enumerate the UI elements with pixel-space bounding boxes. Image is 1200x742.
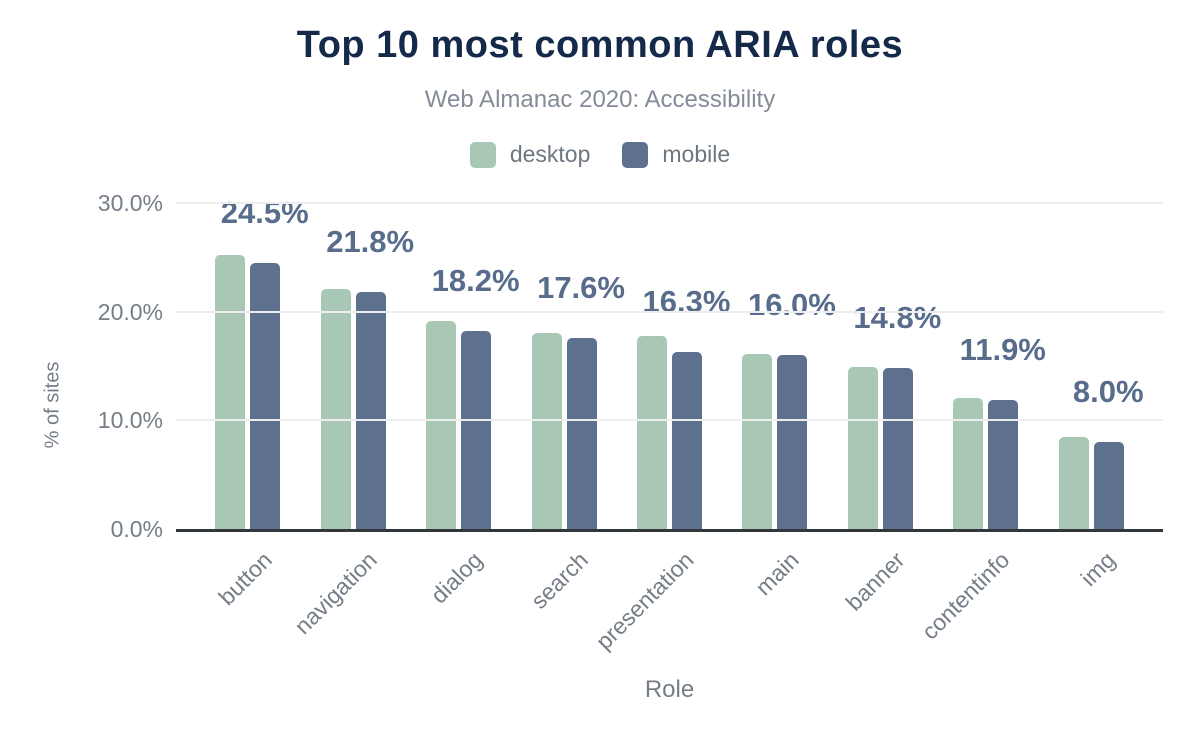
bar-desktop-dialog bbox=[426, 321, 457, 529]
x-tick-label-main: main bbox=[750, 546, 804, 601]
legend-label: desktop bbox=[509, 141, 591, 167]
bar-group-presentation: 16.3% presentation bbox=[591, 203, 731, 655]
chart-title: Top 10 most common ARIA roles bbox=[296, 24, 904, 66]
bar-group-navigation: 21.8% navigation bbox=[290, 203, 415, 639]
bar-mobile-button bbox=[250, 262, 281, 529]
bar-desktop-contentinfo bbox=[953, 397, 984, 529]
y-tick-label: 0.0% bbox=[110, 516, 163, 542]
gridline bbox=[176, 419, 1163, 422]
bar-value-label: 24.5% bbox=[220, 194, 309, 230]
bar-group-dialog: 18.2% dialog bbox=[406, 203, 520, 608]
bar-desktop-main bbox=[742, 354, 773, 529]
legend-swatch-mobile bbox=[622, 141, 649, 168]
bar-value-label: 11.9% bbox=[959, 331, 1046, 367]
bar-value-label: 16.0% bbox=[747, 287, 836, 323]
bar-value-label: 14.8% bbox=[853, 300, 942, 336]
bar-value-label: 17.6% bbox=[537, 269, 625, 305]
legend: desktop mobile bbox=[0, 141, 1200, 168]
bar-group-img: 8.0% img bbox=[1039, 203, 1144, 591]
x-axis-title: Role bbox=[644, 676, 695, 703]
y-tick-label: 20.0% bbox=[97, 298, 163, 325]
bars-container: 24.5% button 21.8% navigation 18.2% dialog 17.… bbox=[195, 197, 1144, 655]
bar-mobile-search bbox=[566, 337, 597, 529]
y-tick-label: 10.0% bbox=[97, 407, 163, 434]
bar-value-label: 21.8% bbox=[326, 224, 415, 260]
bar-value-label: 8.0% bbox=[1072, 374, 1144, 410]
bar-mobile-presentation bbox=[671, 351, 702, 529]
x-tick-label-navigation: navigation bbox=[289, 546, 383, 640]
legend-label: mobile bbox=[662, 141, 731, 167]
bar-group-button: 24.5% button bbox=[195, 197, 309, 610]
bar-desktop-navigation bbox=[320, 288, 351, 529]
bar-desktop-search bbox=[531, 333, 562, 529]
y-tick-label: 30.0% bbox=[97, 190, 163, 216]
x-tick-label-search: search bbox=[525, 546, 594, 614]
x-axis-baseline bbox=[176, 529, 1163, 532]
bar-mobile-dialog bbox=[461, 331, 492, 529]
bar-group-main: 16.0% main bbox=[722, 203, 836, 600]
bar-mobile-navigation bbox=[355, 292, 386, 529]
x-tick-label-button: button bbox=[213, 546, 277, 611]
bar-group-search: 17.6% search bbox=[511, 203, 625, 614]
y-axis-title: % of sites bbox=[41, 361, 64, 449]
x-tick-label-contentinfo: contentinfo bbox=[916, 546, 1015, 645]
x-tick-label-banner: banner bbox=[840, 546, 910, 616]
legend-item-mobile: mobile bbox=[622, 141, 730, 168]
legend-item-desktop: desktop bbox=[469, 141, 591, 168]
bar-mobile-banner bbox=[882, 368, 913, 529]
chart-subtitle: Web Almanac 2020: Accessibility bbox=[424, 86, 776, 113]
bar-mobile-main bbox=[777, 355, 808, 529]
bar-desktop-banner bbox=[847, 367, 878, 529]
plot-area: 24.5% button 21.8% navigation 18.2% dialog 17.… bbox=[98, 190, 1163, 655]
bar-group-contentinfo: 11.9% contentinfo bbox=[917, 203, 1046, 645]
bar-group-banner: 14.8% banner bbox=[828, 203, 941, 615]
gridline bbox=[176, 202, 1163, 204]
x-tick-label-presentation: presentation bbox=[590, 546, 699, 655]
bar-desktop-button bbox=[215, 255, 246, 529]
bar-desktop-img bbox=[1058, 436, 1089, 529]
x-tick-label-img: img bbox=[1075, 546, 1121, 592]
bar-mobile-img bbox=[1093, 442, 1124, 529]
x-tick-label-dialog: dialog bbox=[425, 546, 488, 609]
legend-swatch-desktop bbox=[469, 141, 496, 168]
bar-value-label: 18.2% bbox=[431, 263, 520, 299]
bar-desktop-presentation bbox=[636, 335, 667, 529]
gridline bbox=[176, 310, 1163, 313]
